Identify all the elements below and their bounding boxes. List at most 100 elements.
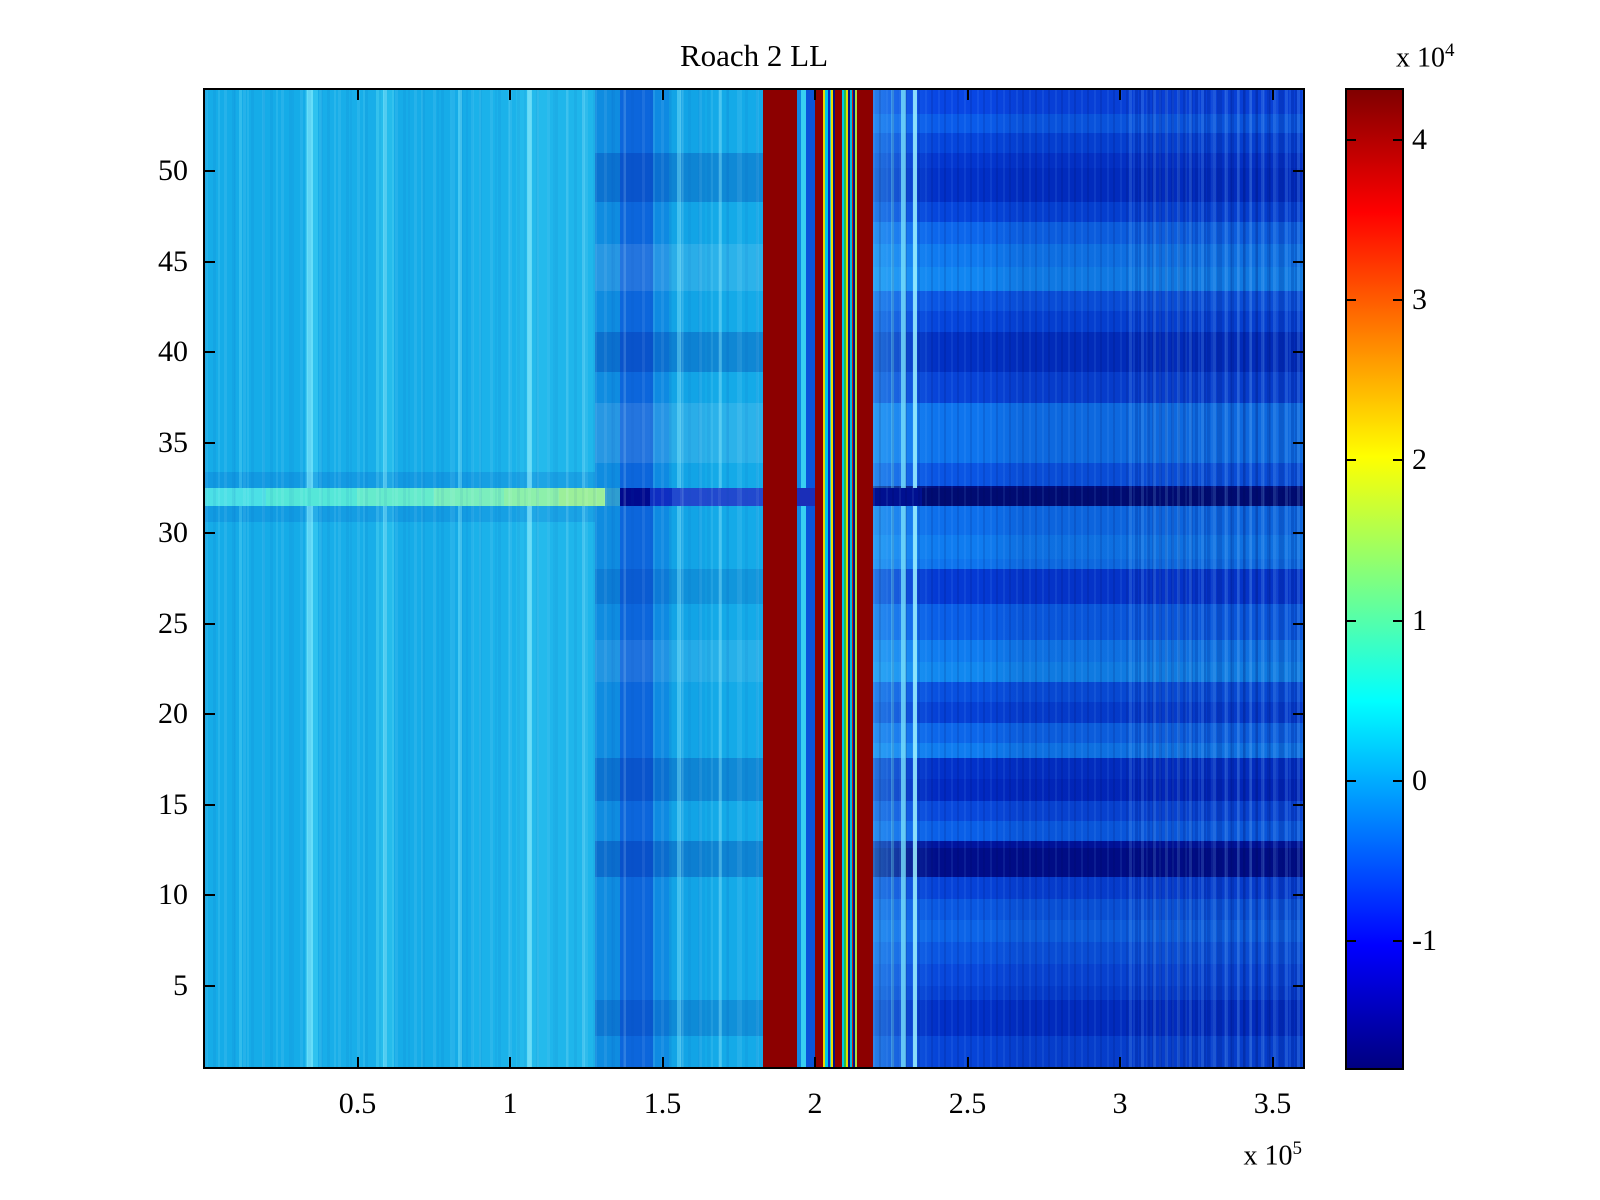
x-scale-exponent: 5 [1292, 1138, 1303, 1159]
x-axis-tick-mark [966, 90, 969, 100]
y-tick-label: 10 [158, 878, 188, 912]
heatmap-right-row-band [872, 757, 1303, 780]
y-tick-label: 35 [158, 425, 188, 459]
y-tick-label: 5 [173, 968, 188, 1002]
x-axis-tick-mark [814, 1057, 816, 1067]
y-axis-tick-mark [205, 803, 215, 806]
heatmap-zone-stripe [822, 90, 826, 1067]
heatmap-column-band [801, 90, 806, 1067]
heatmap-vertical-streak [238, 90, 242, 1067]
heatmap-vertical-streak [900, 90, 907, 1067]
y-axis-tick-mark [1293, 351, 1303, 354]
heatmap-mid-row-band [595, 243, 764, 291]
y-axis-tick-mark [205, 984, 215, 987]
heatmap-column-band [473, 90, 517, 1067]
heatmap-column-band [595, 90, 620, 1067]
x-tick-label: 3 [1112, 1087, 1128, 1120]
heatmap-zone-stripe [829, 90, 832, 1067]
heatmap-right-row-band [872, 779, 1303, 802]
y-axis-tick-mark [1293, 441, 1303, 444]
colorbar-tick-mark [1347, 940, 1356, 943]
y-axis-tick-mark [205, 713, 215, 716]
colorbar-tick-mark [1347, 299, 1356, 302]
heatmap-saturated-red-band [835, 90, 843, 1067]
y-tick-label: 20 [158, 697, 188, 731]
heatmap-plot-area [205, 90, 1303, 1067]
heatmap-right-row-band [872, 558, 1303, 570]
heatmap-mid-row-band [595, 403, 764, 463]
heatmap-texture-right [872, 90, 1303, 1067]
heatmap-right-row-band [872, 963, 1303, 986]
heatmap-zone-stripe [827, 90, 830, 1067]
heatmap-right-row-band [872, 569, 1303, 604]
heatmap-bright-row-segment [205, 488, 266, 507]
colorbar-tick-mark [1393, 940, 1402, 943]
heatmap-right-row-band [872, 877, 1303, 899]
x-axis-exponent-label: x 105 [1142, 1138, 1303, 1172]
x-scale-base: x 10 [1243, 1140, 1293, 1172]
heatmap-texture-right-2 [1129, 90, 1303, 1067]
colorbar-tick-label: 4 [1412, 122, 1427, 156]
y-tick-label: 45 [158, 244, 188, 278]
y-tick-label: 25 [158, 606, 188, 640]
x-axis-tick-mark [661, 1057, 664, 1067]
heatmap-mid-row-band [595, 640, 764, 682]
colorbar-tick-mark [1393, 299, 1402, 302]
heatmap-right-row-band [872, 743, 1303, 758]
heatmap-mid-row-band [595, 153, 764, 203]
heatmap-mid-row-band [595, 840, 764, 877]
colorbar-tick-label: -1 [1412, 924, 1437, 958]
heatmap-zone-stripe [844, 90, 847, 1067]
heatmap-bright-row-segment [650, 488, 672, 507]
heatmap-right-row-band [872, 1036, 1303, 1067]
heatmap-saturated-red-band [815, 90, 823, 1067]
heatmap-mid-row-band [595, 757, 764, 802]
colorbar-tick-mark [1393, 780, 1402, 782]
y-axis-tick-mark [1293, 260, 1303, 263]
y-tick-label: 30 [158, 516, 188, 550]
y-axis-tick-mark [205, 532, 215, 535]
heatmap-right-row-band [872, 133, 1303, 154]
heatmap-right-row-band [872, 661, 1303, 682]
heatmap-column-band [668, 90, 706, 1067]
heatmap-bright-row-segment [619, 488, 651, 507]
heatmap-vertical-streak [457, 90, 462, 1067]
x-tick-label: 0.5 [338, 1087, 377, 1120]
x-tick-label: 1 [502, 1087, 518, 1120]
x-tick-label: 2 [807, 1087, 823, 1120]
heatmap-mid-row-band [595, 1000, 764, 1037]
x-axis-tick-mark [1119, 90, 1121, 100]
heatmap-vertical-streak [891, 90, 895, 1067]
heatmap-vertical-streak [382, 90, 387, 1067]
heatmap-bright-row-segment [604, 488, 620, 507]
heatmap-right-row-band [872, 462, 1303, 487]
heatmap-vertical-streak [913, 90, 917, 1067]
heatmap-column-band [805, 90, 815, 1067]
heatmap-column-band [796, 90, 802, 1067]
heatmap-right-row-band [872, 267, 1303, 291]
x-axis-tick-mark [1271, 1057, 1274, 1067]
heatmap-right-row-band [872, 310, 1303, 333]
heatmap-right-row-band [872, 90, 1303, 114]
heatmap-right-row-band [872, 535, 1303, 559]
heatmap-right-row-band [872, 290, 1303, 311]
heatmap-texture-left-2 [205, 90, 764, 1067]
colorbar-exponent-label: x 104 [1396, 40, 1516, 74]
x-tick-label: 3.5 [1253, 1087, 1292, 1120]
x-axis-tick-mark [509, 1057, 511, 1067]
heatmap-saturated-red-band [763, 90, 797, 1067]
heatmap-right-row-band [872, 848, 1303, 878]
heatmap-column-band [394, 90, 474, 1067]
heatmap-bright-row-segment [357, 488, 434, 507]
colorbar-gradient [1347, 90, 1402, 1068]
heatmap-zone-stripe [846, 90, 848, 1067]
y-tick-label: 50 [158, 154, 188, 188]
heatmap-zone-stripe [854, 90, 857, 1067]
y-tick-label: 40 [158, 335, 188, 369]
x-axis-tick-mark [356, 90, 359, 100]
y-axis-tick-mark [1293, 170, 1303, 173]
heatmap-vertical-streak [719, 90, 722, 1067]
heatmap-left-row-band [205, 506, 596, 523]
y-axis-tick-mark [1293, 984, 1303, 987]
